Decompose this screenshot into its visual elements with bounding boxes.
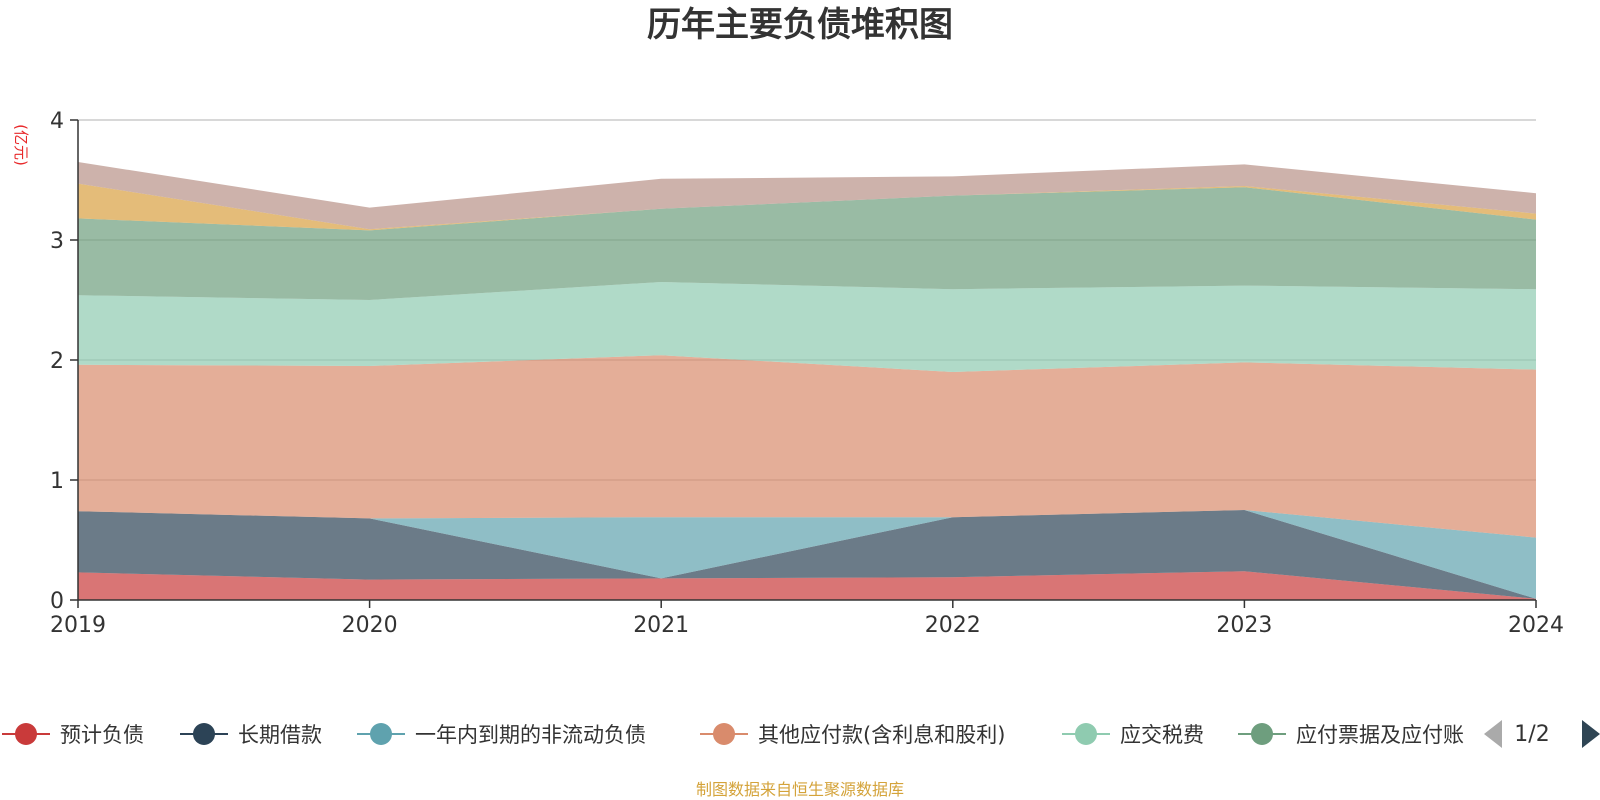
area-series-1 — [78, 571, 1536, 600]
x-tick-label: 2020 — [342, 613, 398, 638]
legend-page-indicator: 1/2 — [1514, 722, 1549, 747]
x-tick-label: 2022 — [925, 613, 981, 638]
x-tick-label: 2021 — [633, 613, 689, 638]
legend-label-3: 一年内到期的非流动负债 — [415, 723, 646, 747]
legend-marker-3 — [370, 723, 392, 745]
x-tick-label: 2023 — [1216, 613, 1272, 638]
y-tick-label: 4 — [50, 109, 64, 134]
legend-label-2: 长期借款 — [238, 723, 322, 747]
y-axis-unit-label: (亿元) — [12, 124, 30, 166]
y-tick-label: 3 — [50, 229, 64, 254]
legend-prev-page-icon[interactable] — [1484, 720, 1502, 748]
area-series-2 — [78, 510, 1536, 599]
x-tick-label: 2019 — [50, 613, 106, 638]
area-series-4 — [78, 355, 1536, 538]
legend-marker-2 — [193, 723, 215, 745]
area-series-6 — [78, 187, 1536, 300]
legend-next-page-icon[interactable] — [1582, 720, 1600, 748]
y-tick-label: 2 — [50, 349, 64, 374]
x-tick-label: 2024 — [1508, 613, 1564, 638]
area-series-8 — [78, 162, 1536, 230]
area-series-5 — [78, 282, 1536, 372]
legend-label-5: 应交税费 — [1120, 723, 1204, 747]
legend-marker-4 — [713, 723, 735, 745]
legend-marker-1 — [15, 723, 37, 745]
legend-marker-5 — [1075, 723, 1097, 745]
legend-marker-6 — [1251, 723, 1273, 745]
source-note: 制图数据来自恒生聚源数据库 — [696, 780, 904, 799]
legend: 预计负债 长期借款 一年内到期的非流动负债 其他应付款(含利息和股利) 应交税费 应付票据… — [2, 723, 1464, 747]
legend-label-4: 其他应付款(含利息和股利) — [758, 723, 1005, 747]
y-tick-label: 1 — [50, 469, 64, 494]
legend-label-6: 应付票据及应付账 — [1296, 723, 1464, 747]
y-tick-label: 0 — [50, 589, 64, 614]
stacked-areas — [78, 162, 1536, 600]
area-series-3 — [78, 510, 1536, 599]
chart-title: 历年主要负债堆积图 — [647, 5, 953, 45]
axes: 0 1 2 3 4 2019 2020 2021 2022 2023 2024 — [50, 109, 1564, 638]
legend-label-1: 预计负债 — [60, 723, 144, 747]
